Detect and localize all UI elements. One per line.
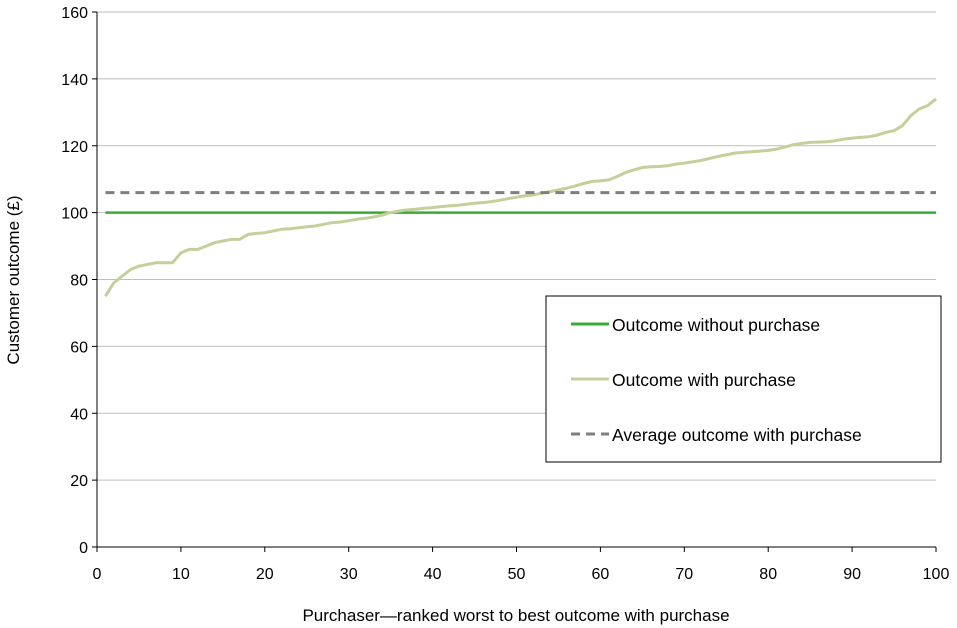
- series-lines: [104, 97, 937, 297]
- x-tick-label-20: 20: [256, 566, 274, 583]
- x-tick-label-60: 60: [592, 566, 610, 583]
- x-tick-label-0: 0: [93, 566, 102, 583]
- x-tick-label-80: 80: [759, 566, 777, 583]
- legend: Outcome without purchase Outcome with pur…: [545, 295, 942, 463]
- legend-box: [545, 295, 942, 463]
- legend-label-outcome-without-purchase: Outcome without purchase: [612, 315, 820, 335]
- x-tick-label-30: 30: [340, 566, 358, 583]
- x-tick-label-50: 50: [508, 566, 526, 583]
- x-tick-label-100: 100: [923, 566, 950, 583]
- y-tick-label-60: 60: [70, 339, 88, 356]
- legend-label-outcome-with-purchase: Outcome with purchase: [612, 370, 796, 390]
- y-tick-label-20: 20: [70, 473, 88, 490]
- legend-label-average-outcome-with-purchase: Average outcome with purchase: [612, 425, 862, 445]
- x-tick-label-70: 70: [675, 566, 693, 583]
- y-axis-label: Customer outcome (£): [4, 195, 23, 364]
- series-line-outcome-with-purchase: [104, 97, 937, 297]
- y-tick-label-140: 140: [61, 72, 88, 89]
- x-tick-label-90: 90: [843, 566, 861, 583]
- y-tick-label-0: 0: [79, 540, 88, 557]
- y-tick-label-40: 40: [70, 406, 88, 423]
- y-tick-label-80: 80: [70, 273, 88, 290]
- tick-labels: 0 20 40 60 80 100 120 140 160 0 10 20 30 40 50 60 70 80 90…: [61, 5, 949, 583]
- x-tick-label-10: 10: [172, 566, 190, 583]
- x-axis-label: Purchaser—ranked worst to best outcome w…: [302, 606, 729, 625]
- y-tick-label-100: 100: [61, 206, 88, 223]
- y-tick-label-160: 160: [61, 5, 88, 22]
- y-tick-label-120: 120: [61, 139, 88, 156]
- x-tick-label-40: 40: [424, 566, 442, 583]
